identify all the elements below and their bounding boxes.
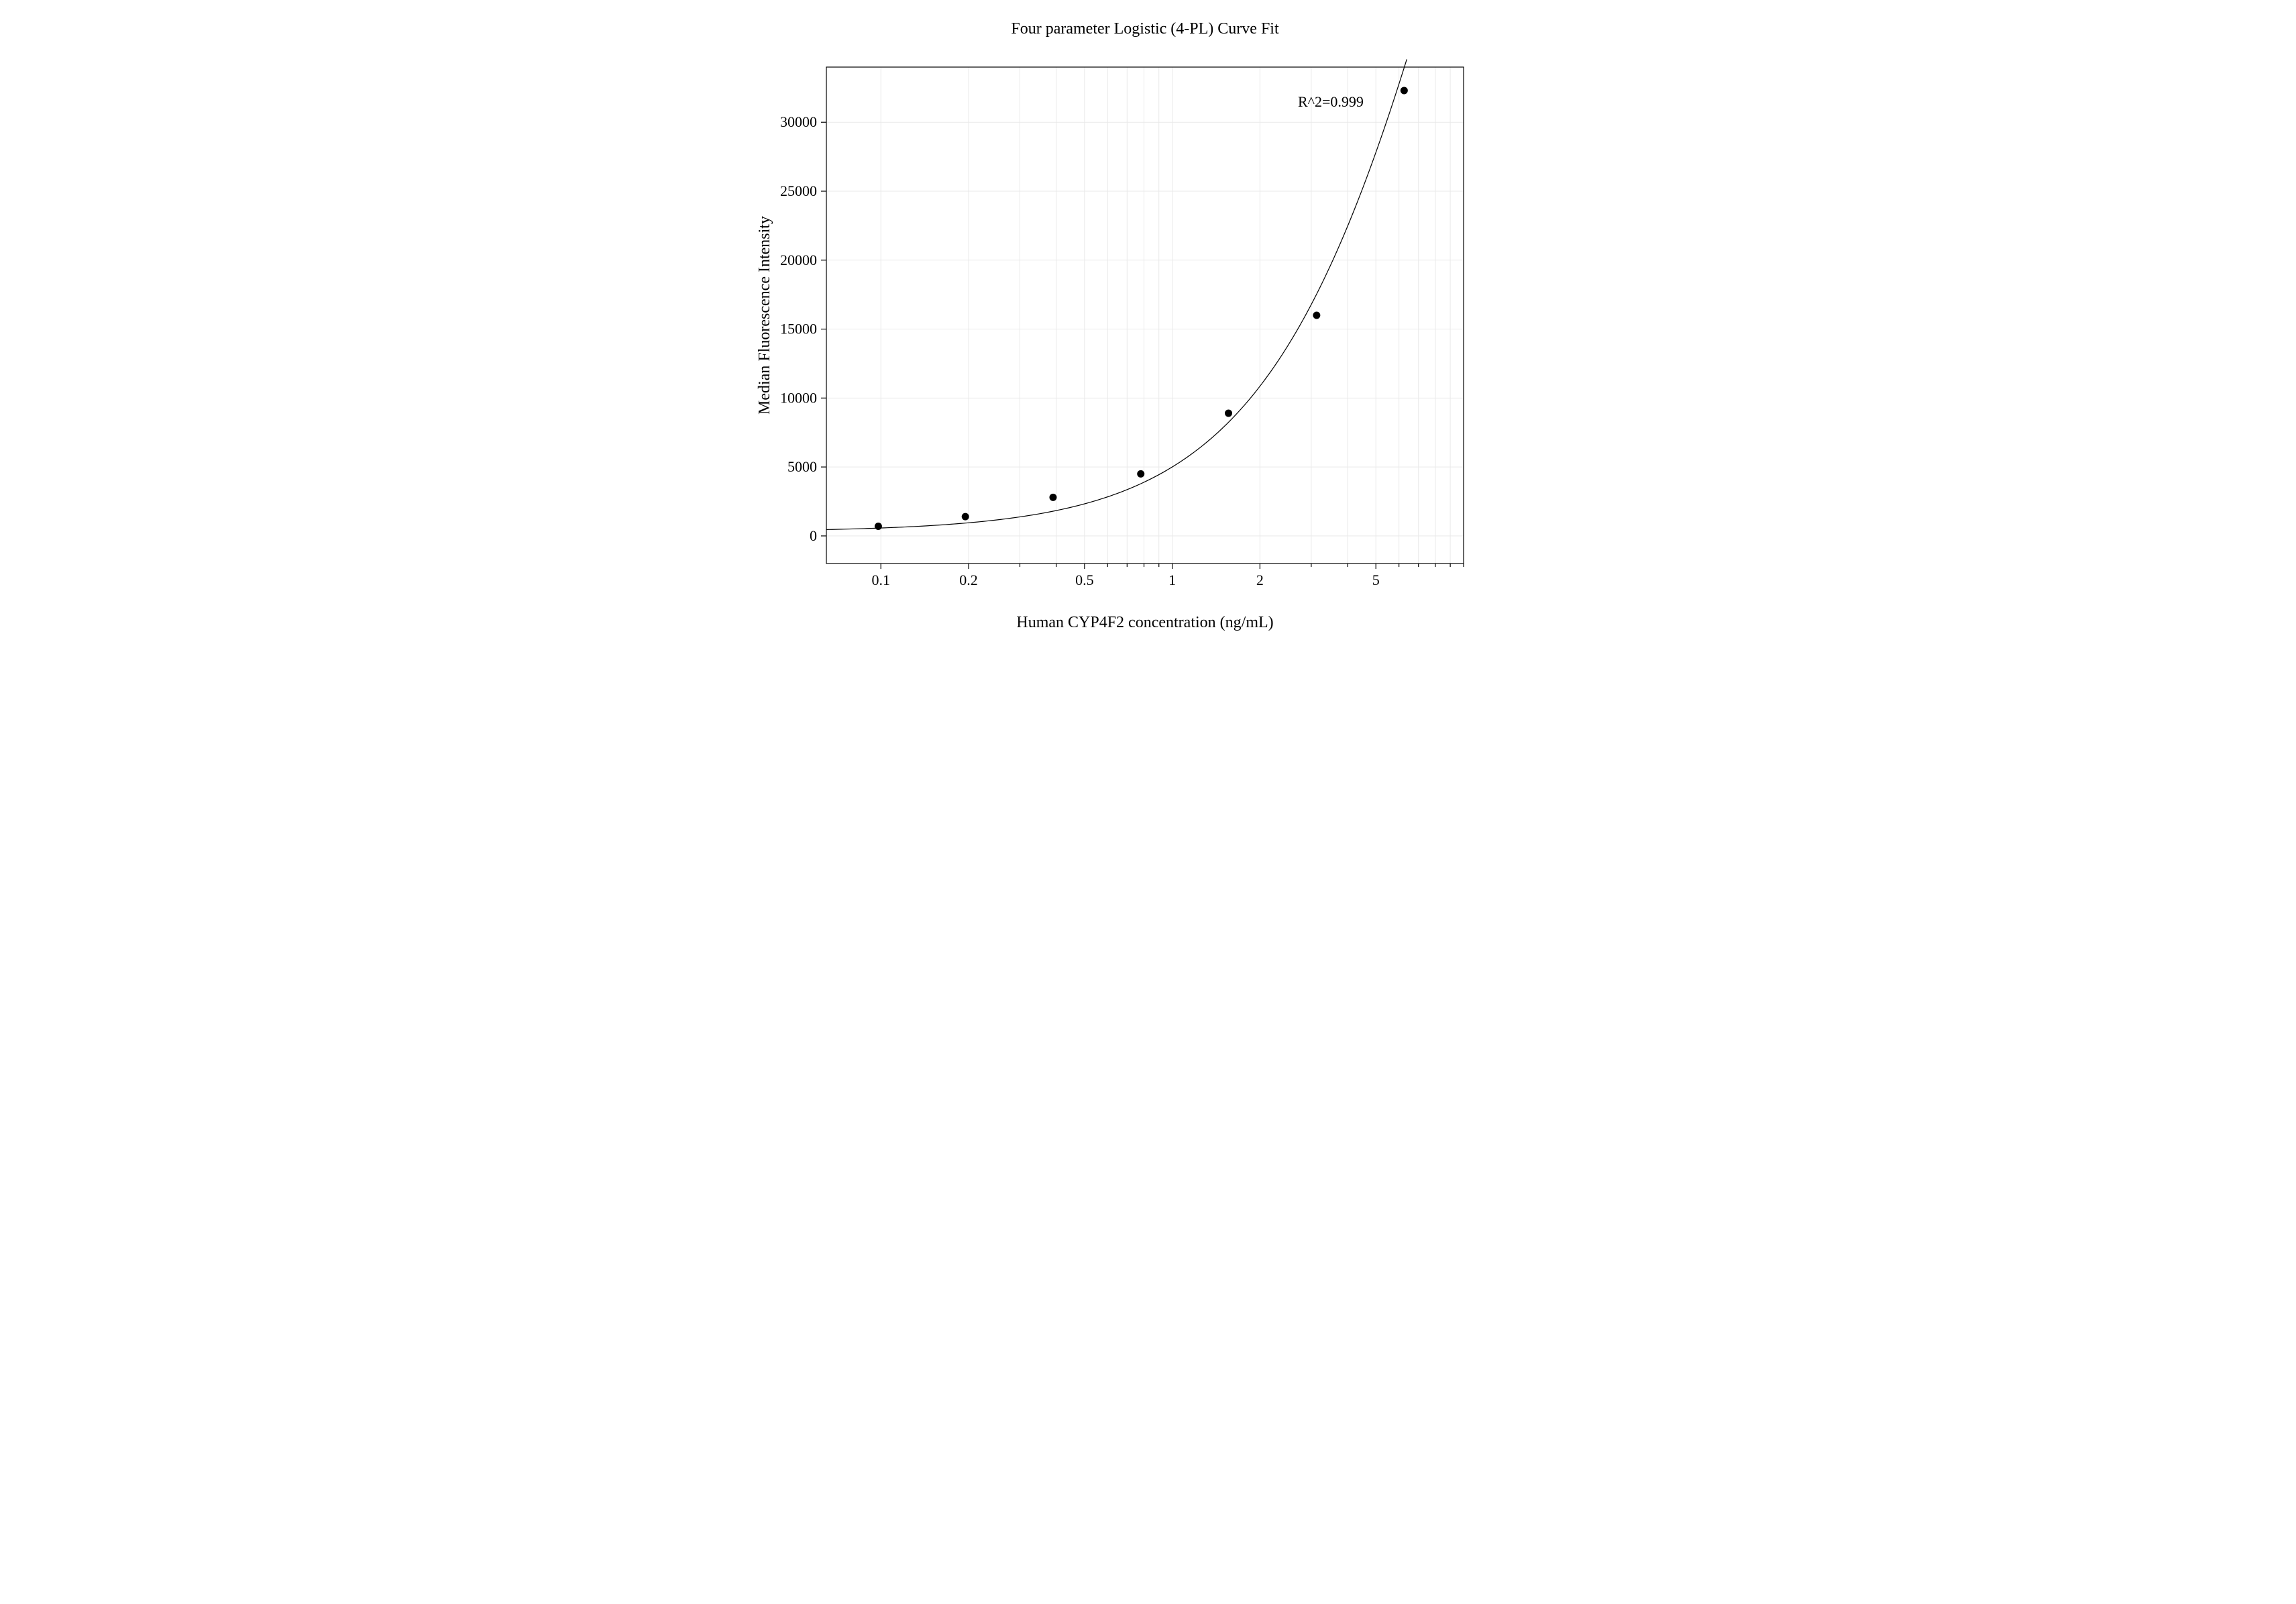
chart-container: Four parameter Logistic (4-PL) Curve Fit…: [639, 0, 1658, 711]
y-tick-label: 15000: [780, 321, 817, 337]
y-tick-label: 20000: [780, 252, 817, 268]
y-tick-label: 30000: [780, 113, 817, 130]
x-tick-label: 0.1: [871, 572, 890, 588]
y-tick-label: 25000: [780, 182, 817, 199]
x-axis-label: Human CYP4F2 concentration (ng/mL): [1016, 614, 1273, 631]
y-tick-label: 0: [810, 527, 817, 544]
data-point: [1313, 312, 1320, 319]
y-tick-label: 10000: [780, 389, 817, 406]
chart-svg: Four parameter Logistic (4-PL) Curve Fit…: [639, 0, 1658, 711]
x-tick-label: 5: [1372, 572, 1379, 588]
r-squared-annotation: R^2=0.999: [1298, 93, 1364, 110]
plot-background: [826, 67, 1464, 564]
data-point: [1225, 409, 1232, 417]
chart-title: Four parameter Logistic (4-PL) Curve Fit: [1011, 20, 1279, 38]
data-point: [961, 513, 969, 521]
data-point: [1137, 470, 1144, 478]
data-point: [1049, 494, 1056, 501]
y-tick-label: 5000: [787, 458, 817, 475]
data-point: [874, 523, 881, 530]
y-axis-label: Median Fluorescence Intensity: [756, 216, 773, 415]
x-tick-label: 0.2: [959, 572, 978, 588]
x-tick-label: 2: [1256, 572, 1263, 588]
data-point: [1400, 87, 1407, 94]
x-tick-label: 1: [1168, 572, 1176, 588]
x-tick-label: 0.5: [1075, 572, 1094, 588]
